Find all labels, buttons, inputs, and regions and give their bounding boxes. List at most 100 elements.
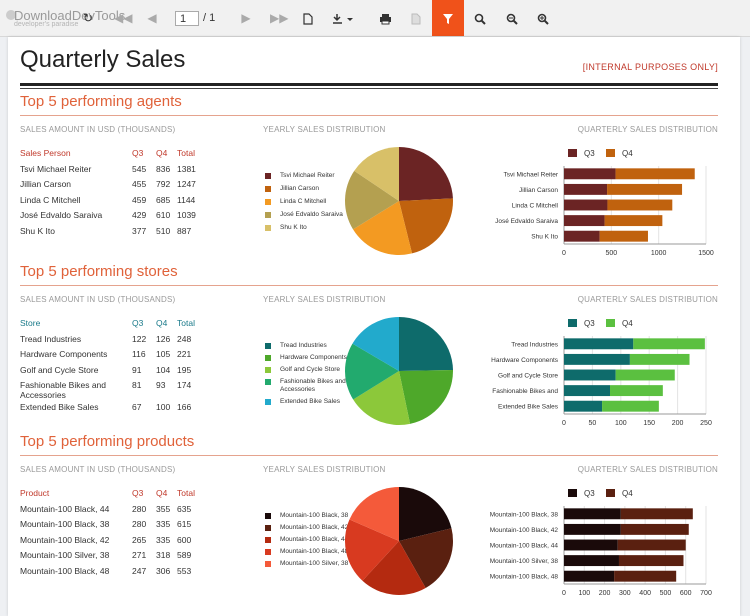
- x-tick-label: 1500: [698, 250, 714, 257]
- legend-item: Linda C Mitchell: [264, 198, 354, 206]
- bar-q3: [564, 539, 618, 551]
- report-page: Quarterly Sales [INTERNAL PURPOSES ONLY]…: [8, 37, 740, 616]
- bar-q4: [607, 183, 683, 195]
- table-row: Extended Bike Sales 67 100 166: [20, 402, 205, 418]
- watermark-logo-icon: [6, 10, 16, 20]
- x-tick-label: 1000: [651, 250, 667, 257]
- export-icon[interactable]: [330, 0, 356, 36]
- row-total: 195: [177, 364, 192, 375]
- row-name: Tread Industries: [20, 333, 82, 344]
- row-name: Golf and Cycle Store: [20, 364, 99, 375]
- print-icon[interactable]: [376, 0, 394, 36]
- legend-swatch: [265, 212, 271, 218]
- bar-q3: [564, 400, 603, 412]
- row-q4: 335: [156, 519, 171, 529]
- row-q3: 247: [132, 565, 147, 576]
- x-tick-label: 50: [589, 420, 597, 427]
- legend-swatch: [265, 343, 271, 349]
- row-q4: 355: [156, 503, 171, 514]
- bar-q4: [599, 230, 648, 242]
- prev-page-icon[interactable]: ◀: [147, 11, 157, 25]
- zoom-in-icon[interactable]: [535, 0, 551, 36]
- table-row: Mountain-100 Silver, 38 271 318 589: [20, 550, 205, 566]
- pie-slice: [399, 147, 453, 201]
- row-q3: 545: [132, 163, 147, 174]
- header-q4: Q4: [156, 148, 168, 158]
- header-total: Total: [177, 318, 195, 328]
- table-row: Shu K Ito 377 510 887: [20, 226, 205, 242]
- bar-category-label: Mountain-100 Black, 48: [490, 574, 559, 581]
- row-q3: 280: [132, 503, 147, 514]
- bar-legend-q4: Q4: [622, 319, 633, 328]
- row-name: Shu K Ito: [20, 225, 55, 236]
- section-rule: [20, 285, 718, 286]
- legend-item: Mountain-100 Black, 42: [264, 524, 354, 532]
- pie-slice: [362, 541, 426, 595]
- quarterly-distribution-label: QUARTERLY SALES DISTRIBUTION: [577, 125, 718, 134]
- row-q3: 455: [132, 179, 147, 189]
- header-name: Product: [20, 488, 50, 498]
- legend-swatch: [265, 355, 271, 361]
- page-setup-icon[interactable]: [408, 0, 424, 36]
- table-row: Linda C Mitchell 459 685 1144: [20, 195, 205, 211]
- x-tick-label: 100: [578, 590, 590, 597]
- row-name: José Edvaldo Saraiva: [20, 210, 103, 220]
- legend-swatch: [265, 549, 271, 555]
- sales-amount-label: SALES AMOUNT IN USD (THOUSANDS): [20, 125, 176, 134]
- filter-icon[interactable]: [432, 0, 464, 36]
- sales-table: Product Q3 Q4 Total Mountain-100 Black, 44 28…: [20, 488, 205, 581]
- table-row: Golf and Cycle Store 91 104 195: [20, 365, 205, 381]
- x-tick-label: 500: [660, 590, 672, 597]
- legend-label: Linda C Mitchell: [280, 198, 327, 205]
- bar-q4: [618, 555, 684, 567]
- legend-item: Mountain-100 Silver, 38: [264, 560, 354, 568]
- zoom-icon[interactable]: [472, 0, 488, 36]
- quarterly-distribution-label: QUARTERLY SALES DISTRIBUTION: [577, 295, 718, 304]
- legend-item: Tsvi Michael Reiter: [264, 172, 354, 180]
- bar-q4: [614, 570, 677, 582]
- watermark-text: DownloadDevTools: [14, 8, 126, 23]
- bar-q3: [564, 385, 611, 397]
- header-q3: Q3: [132, 148, 144, 158]
- bar-category-label: Jillian Carson: [519, 187, 558, 194]
- bar-category-label: José Edvaldo Saraiva: [495, 218, 558, 225]
- bar-q4: [629, 353, 690, 365]
- bar-q3: [564, 508, 621, 520]
- pie-slice: [354, 147, 399, 201]
- yearly-pie-chart: [344, 487, 454, 595]
- legend-swatch: [265, 399, 271, 405]
- bar-legend-q4: Q4: [622, 149, 633, 158]
- pie-legend: Tread Industries Hardware Components Golf …: [264, 342, 354, 410]
- last-page-icon[interactable]: ▶▶: [270, 11, 289, 25]
- document-icon[interactable]: [300, 0, 316, 36]
- row-total: 221: [177, 349, 192, 359]
- refresh-icon[interactable]: ↻: [82, 11, 94, 25]
- x-tick-label: 250: [700, 420, 712, 427]
- section-rule: [20, 115, 718, 116]
- legend-item: Fashionable Bikes and Accessories: [264, 378, 354, 394]
- row-total: 174: [177, 380, 192, 390]
- row-name: Jillian Carson: [20, 179, 72, 189]
- legend-label: Jillian Carson: [280, 185, 320, 192]
- zoom-out-icon[interactable]: [504, 0, 520, 36]
- bar-category-label: Mountain-100 Black, 44: [490, 543, 559, 550]
- header-name: Sales Person: [20, 148, 71, 158]
- table-row: Mountain-100 Black, 38 280 335 615: [20, 519, 205, 535]
- row-name: Mountain-100 Black, 38: [20, 519, 110, 529]
- legend-label: Tread Industries: [280, 342, 327, 349]
- next-page-icon[interactable]: ▶: [241, 11, 251, 25]
- viewer-toolbar: DownloadDevTools developer's paradise ↻ …: [0, 0, 750, 37]
- page-number-input[interactable]: 1: [175, 11, 199, 26]
- bar-legend-swatch-q4: [606, 319, 615, 327]
- legend-label: Hardware Components: [280, 354, 347, 361]
- row-name: Hardware Components: [20, 349, 108, 359]
- quarterly-bar-chart: Q3 Q4 0 50 100 150 200 250 Tread Industries Hardw…: [491, 319, 712, 427]
- first-page-icon[interactable]: ◀◀: [114, 11, 133, 25]
- row-q4: 792: [156, 179, 171, 189]
- legend-swatch: [265, 525, 271, 531]
- sales-table: Sales Person Q3 Q4 Total Tsvi Michael Reiter…: [20, 148, 205, 241]
- bar-legend-q3: Q3: [584, 489, 595, 498]
- table-header: Product Q3 Q4 Total: [20, 488, 205, 504]
- quarterly-distribution-label: QUARTERLY SALES DISTRIBUTION: [577, 465, 718, 474]
- row-total: 589: [177, 550, 192, 560]
